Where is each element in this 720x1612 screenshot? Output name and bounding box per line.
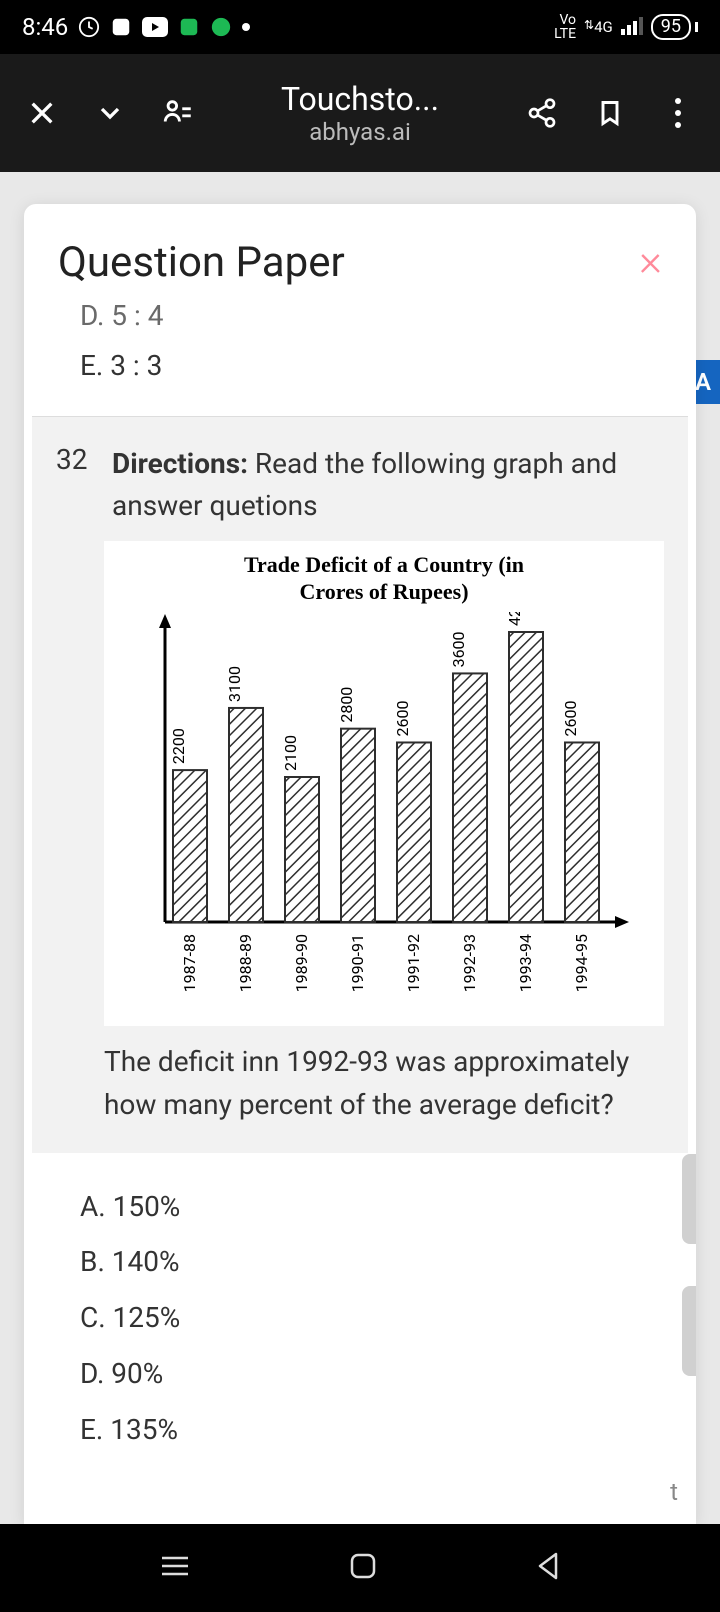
bar-category-label: 1988-89 (236, 934, 255, 992)
question-number: 32 (56, 443, 96, 527)
side-tab-1[interactable] (682, 1154, 696, 1244)
close-card-button[interactable]: × (639, 234, 662, 286)
question-directions-row: 32 Directions: Read the following graph … (56, 443, 664, 527)
signal-icon (621, 13, 643, 41)
bar-value-label: 3100 (225, 666, 244, 702)
bar-category-label: 1990-91 (348, 934, 367, 992)
chart-container: Trade Deficit of a Country (in Crores of… (104, 541, 664, 1026)
bookmark-button[interactable] (590, 96, 630, 130)
bar-value-label: 2200 (169, 728, 188, 764)
answer-options: A. 150% B. 140% C. 125% D. 90% E. 135% (24, 1153, 696, 1488)
bar-value-label: 4200 (505, 612, 524, 626)
previous-question-options: D. 5 : 4 E. 3 : 3 (24, 291, 696, 416)
bar-category-label: 1991-92 (404, 934, 423, 992)
question-block: 32 Directions: Read the following graph … (32, 416, 688, 1153)
bar-category-label: 1989-90 (292, 934, 311, 992)
bar-category-label: 1994-95 (572, 934, 591, 992)
chart-title-line2: Crores of Rupees) (299, 579, 468, 604)
option-c[interactable]: C. 125% (80, 1292, 640, 1344)
option-d[interactable]: D. 90% (80, 1348, 640, 1400)
battery-indicator: 95 (651, 14, 691, 40)
bar-1987-88 (173, 770, 207, 922)
close-tab-button[interactable] (22, 97, 62, 129)
browser-header: Touchsto... abhyas.ai (0, 54, 720, 172)
chart-title-line1: Trade Deficit of a Country (in (244, 552, 524, 577)
app-icon-1 (110, 16, 132, 38)
card-header: Question Paper × (24, 238, 696, 287)
recent-apps-button[interactable] (160, 1554, 190, 1582)
bar-1990-91 (341, 728, 375, 921)
side-tab-2[interactable] (682, 1286, 696, 1376)
prev-option-e[interactable]: E. 3 : 3 (80, 341, 640, 391)
account-icon[interactable] (158, 96, 198, 130)
card-title: Question Paper (58, 238, 662, 287)
bar-1989-90 (285, 777, 319, 922)
whatsapp-icon (78, 16, 100, 38)
status-right: VoLTE ⇅4G 95 (554, 13, 698, 41)
bar-1988-89 (229, 708, 263, 922)
bar-category-label: 1987-88 (180, 934, 199, 992)
bar-1994-95 (565, 742, 599, 922)
page-url: abhyas.ai (309, 118, 411, 146)
bar-value-label: 3600 (449, 631, 468, 667)
bar-1992-93 (453, 673, 487, 922)
back-button[interactable] (536, 1552, 560, 1584)
bar-value-label: 2800 (337, 686, 356, 722)
home-button[interactable] (350, 1553, 376, 1583)
page-background: A Question Paper × D. 5 : 4 E. 3 : 3 32 … (0, 172, 720, 1524)
bar-category-label: 1992-93 (460, 934, 479, 992)
youtube-icon (142, 17, 168, 37)
menu-button[interactable] (658, 97, 698, 129)
dropdown-button[interactable] (90, 97, 130, 129)
question-paper-card: Question Paper × D. 5 : 4 E. 3 : 3 32 Di… (24, 204, 696, 1524)
bar-value-label: 2600 (393, 700, 412, 736)
bar-value-label: 2100 (281, 735, 300, 771)
directions-label: Directions: (112, 447, 248, 480)
bar-chart: 2200 1987-88 3100 1988-89 2100 1989-90 2800 199… (137, 612, 631, 1022)
status-time: 8:46 (22, 13, 68, 41)
status-left: 8:46 (22, 13, 250, 41)
volte-label: VoLTE (554, 13, 576, 41)
bar-1991-92 (397, 742, 431, 922)
question-text: The deficit inn 1992-93 was approximatel… (104, 1040, 664, 1127)
chart-title: Trade Deficit of a Country (in Crores of… (108, 549, 660, 612)
android-nav-bar (0, 1524, 720, 1612)
question-directions: Directions: Read the following graph and… (112, 443, 664, 527)
share-button[interactable] (522, 97, 562, 129)
status-bar: 8:46 VoLTE ⇅4G 95 (0, 0, 720, 54)
bar-value-label: 2600 (561, 700, 580, 736)
bar-category-label: 1993-94 (516, 934, 535, 992)
bar-1993-94 (509, 632, 543, 922)
app-icon-2 (178, 16, 200, 38)
option-e[interactable]: E. 135% (80, 1404, 640, 1456)
network-type: ⇅4G (584, 18, 613, 36)
prev-option-d[interactable]: D. 5 : 4 (80, 291, 640, 341)
option-b[interactable]: B. 140% (80, 1236, 640, 1288)
page-title-block[interactable]: Touchsto... abhyas.ai (226, 80, 494, 146)
trail-letter: t (670, 1478, 678, 1506)
battery-tip (695, 22, 698, 32)
option-a[interactable]: A. 150% (80, 1181, 640, 1233)
more-notifications-dot (242, 23, 250, 31)
page-title: Touchsto... (281, 80, 439, 118)
app-icon-3 (210, 16, 232, 38)
